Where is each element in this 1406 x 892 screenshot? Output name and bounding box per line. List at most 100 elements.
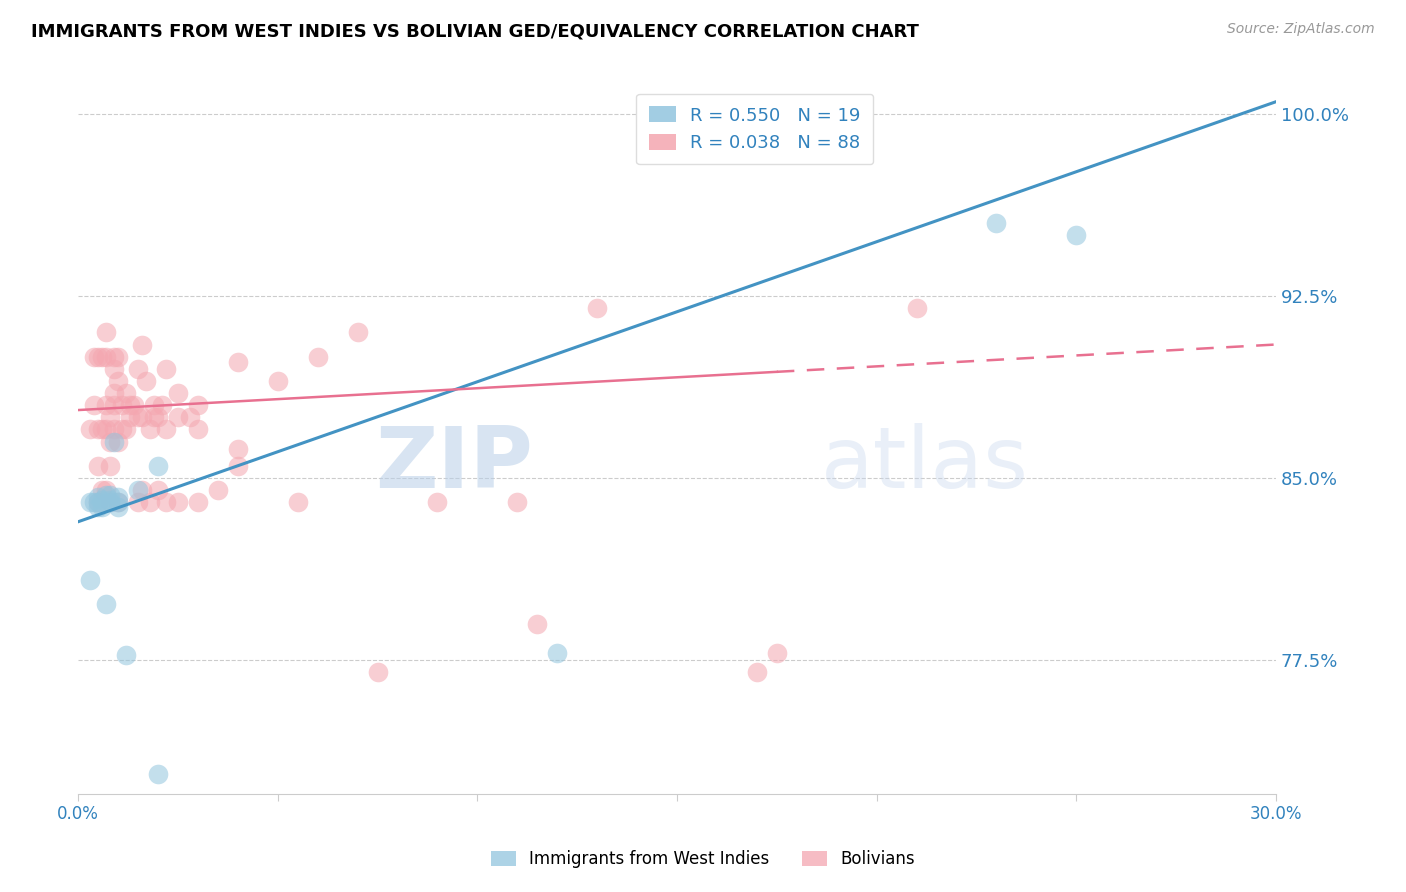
- Legend: Immigrants from West Indies, Bolivians: Immigrants from West Indies, Bolivians: [484, 844, 922, 875]
- Point: [94, 483, 117, 498]
- Point: [143, 398, 166, 412]
- Point: [91, 483, 114, 498]
- Point: [986, 216, 1008, 230]
- Point: [87, 350, 110, 364]
- Legend: R = 0.550   N = 19, R = 0.038   N = 88: R = 0.550 N = 19, R = 0.038 N = 88: [637, 94, 873, 164]
- Point: [103, 422, 125, 436]
- Point: [87, 458, 110, 473]
- Point: [226, 354, 249, 368]
- Point: [167, 410, 190, 425]
- Point: [91, 500, 114, 515]
- Point: [127, 495, 149, 509]
- Point: [546, 646, 568, 660]
- Point: [94, 488, 117, 502]
- Point: [426, 495, 449, 509]
- Point: [267, 374, 290, 388]
- Point: [139, 495, 162, 509]
- Point: [91, 492, 114, 507]
- Point: [79, 495, 101, 509]
- Point: [94, 326, 117, 340]
- Point: [155, 361, 177, 376]
- Point: [586, 301, 609, 315]
- Point: [79, 573, 101, 587]
- Point: [87, 495, 110, 509]
- Point: [87, 500, 110, 515]
- Point: [135, 374, 157, 388]
- Point: [79, 422, 101, 436]
- Point: [131, 410, 153, 425]
- Point: [107, 500, 129, 515]
- Point: [107, 495, 129, 509]
- Point: [107, 434, 129, 449]
- Point: [107, 491, 129, 505]
- Point: [103, 434, 125, 449]
- Point: [103, 386, 125, 401]
- Point: [150, 398, 173, 412]
- Point: [526, 616, 548, 631]
- Point: [905, 301, 928, 315]
- Point: [766, 646, 789, 660]
- Point: [83, 350, 105, 364]
- Point: [98, 488, 121, 502]
- Point: [207, 483, 229, 498]
- Point: [83, 495, 105, 509]
- Point: [87, 422, 110, 436]
- Point: [83, 398, 105, 412]
- Point: [98, 434, 121, 449]
- Point: [367, 665, 389, 680]
- Point: [187, 398, 209, 412]
- Text: Source: ZipAtlas.com: Source: ZipAtlas.com: [1227, 22, 1375, 37]
- Point: [167, 495, 190, 509]
- Point: [179, 410, 201, 425]
- Point: [131, 337, 153, 351]
- Point: [118, 410, 141, 425]
- Point: [98, 492, 121, 507]
- Point: [115, 648, 138, 663]
- Point: [107, 350, 129, 364]
- Point: [146, 410, 169, 425]
- Point: [98, 495, 121, 509]
- Point: [103, 361, 125, 376]
- Point: [127, 361, 149, 376]
- Point: [187, 495, 209, 509]
- Point: [94, 398, 117, 412]
- Point: [307, 350, 329, 364]
- Point: [115, 422, 138, 436]
- Point: [226, 442, 249, 456]
- Point: [146, 483, 169, 498]
- Point: [118, 398, 141, 412]
- Point: [1066, 228, 1088, 243]
- Point: [87, 495, 110, 509]
- Point: [146, 458, 169, 473]
- Point: [91, 350, 114, 364]
- Point: [103, 398, 125, 412]
- Point: [91, 422, 114, 436]
- Text: IMMIGRANTS FROM WEST INDIES VS BOLIVIAN GED/EQUIVALENCY CORRELATION CHART: IMMIGRANTS FROM WEST INDIES VS BOLIVIAN …: [31, 22, 918, 40]
- Point: [226, 458, 249, 473]
- Point: [187, 422, 209, 436]
- Point: [98, 410, 121, 425]
- Point: [346, 326, 368, 340]
- Point: [155, 422, 177, 436]
- Point: [167, 386, 190, 401]
- Text: ZIP: ZIP: [375, 423, 533, 506]
- Point: [94, 350, 117, 364]
- Point: [155, 495, 177, 509]
- Point: [506, 495, 529, 509]
- Point: [94, 597, 117, 611]
- Point: [143, 410, 166, 425]
- Point: [103, 350, 125, 364]
- Point: [122, 398, 145, 412]
- Point: [127, 410, 149, 425]
- Point: [287, 495, 309, 509]
- Point: [107, 495, 129, 509]
- Point: [87, 491, 110, 505]
- Point: [745, 665, 768, 680]
- Point: [139, 422, 162, 436]
- Point: [131, 483, 153, 498]
- Point: [127, 483, 149, 498]
- Point: [111, 398, 134, 412]
- Point: [94, 422, 117, 436]
- Point: [98, 495, 121, 509]
- Point: [107, 374, 129, 388]
